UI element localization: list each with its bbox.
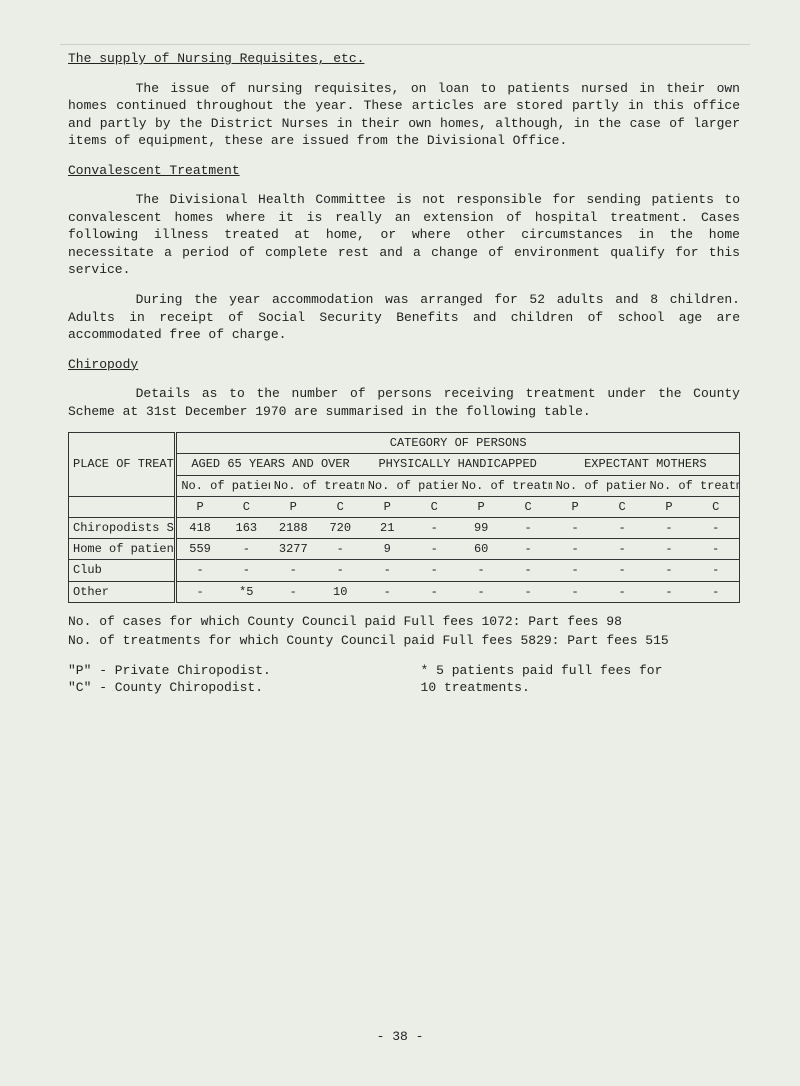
cell: - <box>458 581 505 602</box>
pc: P <box>364 496 411 517</box>
cell: - <box>270 560 317 581</box>
group-phys: PHYSICALLY HANDICAPPED <box>364 454 552 475</box>
cell: - <box>411 518 458 539</box>
group-exp: EXPECTANT MOTHERS <box>552 454 740 475</box>
pc: C <box>411 496 458 517</box>
row-label: Club <box>69 560 176 581</box>
pc: C <box>693 496 740 517</box>
cell: - <box>552 539 599 560</box>
cell: - <box>364 581 411 602</box>
cell: 99 <box>458 518 505 539</box>
cell: 720 <box>317 518 364 539</box>
cell: - <box>458 560 505 581</box>
pc: P <box>176 496 223 517</box>
col-place-label: PLACE OF TREATMENT <box>69 454 176 496</box>
cell: - <box>552 560 599 581</box>
para-convalescent-1: The Divisional Health Committee is not r… <box>68 191 740 279</box>
cell: - <box>599 539 646 560</box>
pc: C <box>505 496 552 517</box>
cell: 559 <box>176 539 223 560</box>
note-treatments: No. of treatments for which County Counc… <box>68 632 740 650</box>
sub-np-2: No. of patients <box>364 475 458 496</box>
cell: - <box>693 560 740 581</box>
cell: - <box>646 518 693 539</box>
row-label: Other <box>69 581 176 602</box>
cell: - <box>411 581 458 602</box>
cell: - <box>599 581 646 602</box>
group-aged: AGED 65 YEARS AND OVER <box>176 454 364 475</box>
cell: - <box>317 560 364 581</box>
cell: 2188 <box>270 518 317 539</box>
cell: - <box>599 518 646 539</box>
sub-np-3: No. of patients <box>552 475 646 496</box>
row-label: Chiropodists Surgery <box>69 518 176 539</box>
cell: 163 <box>223 518 270 539</box>
cell: - <box>505 518 552 539</box>
cell: 60 <box>458 539 505 560</box>
category-table: CATEGORY OF PERSONS PLACE OF TREATMENT A… <box>68 432 740 603</box>
para-chiropody: Details as to the number of persons rece… <box>68 385 740 420</box>
cell: - <box>693 518 740 539</box>
cell: - <box>317 539 364 560</box>
cell: - <box>364 560 411 581</box>
pc: P <box>552 496 599 517</box>
pc: P <box>646 496 693 517</box>
cell: 10 <box>317 581 364 602</box>
note-key-c: "C" - County Chiropodist. <box>68 679 391 697</box>
para-convalescent-2: During the year accommodation was arrang… <box>68 291 740 344</box>
cell: - <box>646 581 693 602</box>
cell: *5 <box>223 581 270 602</box>
cell: 21 <box>364 518 411 539</box>
sub-np-1: No. of patients <box>176 475 270 496</box>
sub-nt-2: No. of treatments <box>458 475 552 496</box>
heading-chiropody: Chiropody <box>68 356 740 374</box>
cell: - <box>693 581 740 602</box>
cell: - <box>176 581 223 602</box>
sub-nt-1: No. of treatments <box>270 475 364 496</box>
cell: - <box>693 539 740 560</box>
cell: - <box>505 560 552 581</box>
page-title: The supply of Nursing Requisites, etc. <box>68 50 740 68</box>
pc: C <box>317 496 364 517</box>
cell: - <box>411 539 458 560</box>
cell: 418 <box>176 518 223 539</box>
cell: - <box>646 560 693 581</box>
sub-nt-3: No. of treatments <box>646 475 740 496</box>
note-cases: No. of cases for which County Council pa… <box>68 613 740 631</box>
cell: - <box>599 560 646 581</box>
note-key-p: "P" - Private Chiropodist. <box>68 662 391 680</box>
page-number: - 38 - <box>0 1028 800 1046</box>
para-intro: The issue of nursing requisites, on loan… <box>68 80 740 150</box>
note-star-1: * 5 patients paid full fees for <box>421 662 663 680</box>
cell: 9 <box>364 539 411 560</box>
cell: - <box>176 560 223 581</box>
cell: - <box>223 560 270 581</box>
cell: - <box>552 581 599 602</box>
note-star-2: 10 treatments. <box>421 679 663 697</box>
cell: - <box>646 539 693 560</box>
cell: - <box>505 581 552 602</box>
pc: P <box>270 496 317 517</box>
cell: - <box>270 581 317 602</box>
heading-convalescent: Convalescent Treatment <box>68 162 740 180</box>
cell: - <box>505 539 552 560</box>
pc: C <box>223 496 270 517</box>
pc: P <box>458 496 505 517</box>
pc: C <box>599 496 646 517</box>
table-caption: CATEGORY OF PERSONS <box>176 433 740 454</box>
cell: - <box>552 518 599 539</box>
cell: - <box>411 560 458 581</box>
cell: 3277 <box>270 539 317 560</box>
cell: - <box>223 539 270 560</box>
row-label: Home of patient <box>69 539 176 560</box>
